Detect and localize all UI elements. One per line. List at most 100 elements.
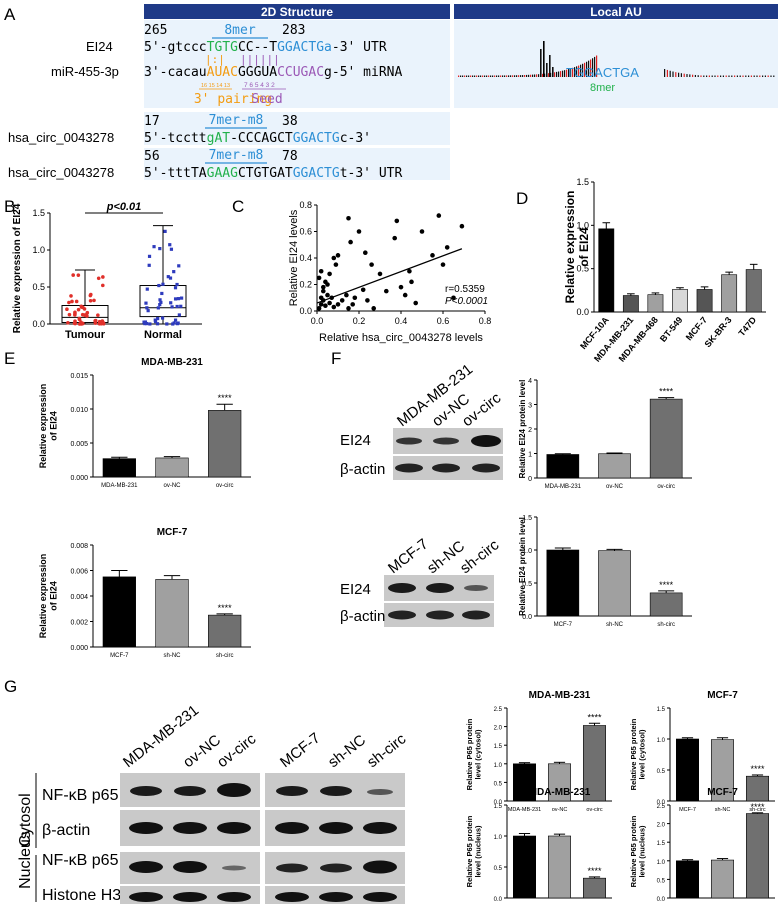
x-tick-label: sh-circ <box>216 653 234 659</box>
y-axis-label: Relative P65 protein <box>465 815 474 887</box>
data-point <box>171 322 175 326</box>
data-point <box>430 253 435 258</box>
bar <box>745 269 762 313</box>
data-point <box>166 275 170 279</box>
panel-letter-d: D <box>516 189 528 208</box>
x-tick-label: ov-circ <box>586 807 602 813</box>
y-axis-label: level (cytosol) <box>474 729 483 780</box>
data-point <box>170 305 174 309</box>
au-tick <box>500 75 502 77</box>
au-tick <box>506 75 508 77</box>
data-point <box>69 294 73 298</box>
duplex-box <box>144 20 450 108</box>
pos-283: 283 <box>282 23 305 38</box>
au-tick <box>508 75 510 77</box>
data-point <box>451 295 456 301</box>
data-point <box>67 312 72 317</box>
data-point <box>394 218 400 224</box>
y-axis-label: Relative EI24 protein level <box>518 517 527 616</box>
au-tick <box>683 73 685 77</box>
data-point <box>177 313 181 317</box>
au-tick <box>592 58 594 77</box>
y-tick-label: 1.0 <box>522 548 532 555</box>
circ1-end: 38 <box>282 114 298 129</box>
y-tick-label: 1.0 <box>657 738 666 744</box>
data-point <box>96 313 100 317</box>
data-point <box>144 321 149 326</box>
y-tick-label: 1.0 <box>494 835 503 841</box>
band-g-21 <box>363 860 397 874</box>
au-tick <box>708 75 710 77</box>
significance-label: **** <box>750 764 765 774</box>
au-tick <box>578 65 580 77</box>
au-tick <box>700 75 702 77</box>
au-tick <box>560 71 562 77</box>
significance-label: **** <box>750 802 765 812</box>
y-tick-label: 0.006 <box>70 569 88 576</box>
significance-label: **** <box>218 393 233 403</box>
x-tick-label: sh-circ <box>657 622 675 628</box>
bar <box>512 835 536 899</box>
seq-segment: 3'-cacau <box>144 65 207 80</box>
au-tick <box>745 75 747 77</box>
panel-letter-e: E <box>4 349 15 368</box>
au-tick <box>574 67 576 77</box>
data-point <box>160 316 165 320</box>
seq-segment: 5'-gtccc <box>144 40 207 55</box>
au-tick <box>686 74 688 77</box>
au-tick <box>556 71 558 77</box>
au-tick <box>494 75 496 77</box>
chart-g-mcf7-nucleus: 0.0 0.5 1.0 1.5 2.0 2.5 MCF-7 sh-NC ****sh-circ M… <box>629 787 775 903</box>
header-local-au: Local AU <box>590 5 642 19</box>
au-tick <box>689 74 691 77</box>
au-tick <box>482 75 484 77</box>
au-tick <box>596 55 598 77</box>
au-tick <box>472 75 474 77</box>
data-point <box>73 311 77 316</box>
band-g-9 <box>222 865 246 871</box>
blot-f2-lane-3: sh-circ <box>457 536 503 577</box>
x-tick-label: sh-NC <box>163 653 181 659</box>
y-tick-label: 0 <box>528 476 532 483</box>
seq-segment: g-5' miRNA <box>324 65 402 80</box>
chart-title: MCF-7 <box>707 787 738 798</box>
data-point <box>180 296 184 300</box>
au-tick <box>767 75 769 77</box>
seq-segment: -3' UTR <box>332 40 387 55</box>
bar <box>546 549 580 617</box>
panel-a: 2D Structure Local AU 265 283 8mer EI24 … <box>8 4 778 181</box>
seq-segment: gAT <box>207 131 231 146</box>
chart-c-scatter: 0.0 0.2 0.4 0.6 0.8 0.0 0.2 0.4 0.6 0.8 Relative h… <box>288 200 491 344</box>
data-point <box>100 283 105 288</box>
data-point <box>92 298 96 303</box>
y-tick-label: 0.4 <box>299 253 312 263</box>
significance-label: **** <box>587 712 602 722</box>
au-tick <box>532 74 534 77</box>
data-point <box>158 302 162 307</box>
au-tick <box>504 75 506 77</box>
ei24-label: EI24 <box>86 39 113 54</box>
au-tick <box>750 75 752 77</box>
data-point <box>100 319 105 323</box>
blot-f1-row-actin: β-actin <box>340 461 385 478</box>
data-point <box>169 247 174 251</box>
blot-f2-row-actin: β-actin <box>340 608 385 625</box>
au-tick <box>528 74 530 77</box>
au-tick <box>562 70 564 77</box>
data-point <box>145 306 149 310</box>
y-tick-label: 4 <box>528 378 532 385</box>
data-point <box>158 246 162 251</box>
header-2d-bar <box>144 4 450 19</box>
pair-3prime: |:| <box>205 53 225 66</box>
circ-site-1-box <box>144 112 450 145</box>
band-g-8 <box>173 861 207 873</box>
seed-label: Seed <box>251 92 282 107</box>
au-tick <box>572 67 574 77</box>
data-point <box>153 319 158 324</box>
band-g-14 <box>320 786 352 796</box>
data-point <box>88 299 93 303</box>
au-peak-bar <box>549 55 551 77</box>
au-tick <box>692 74 694 77</box>
x-tick-label: 0.6 <box>437 316 450 326</box>
site-type-8mer: 8mer <box>224 23 255 38</box>
